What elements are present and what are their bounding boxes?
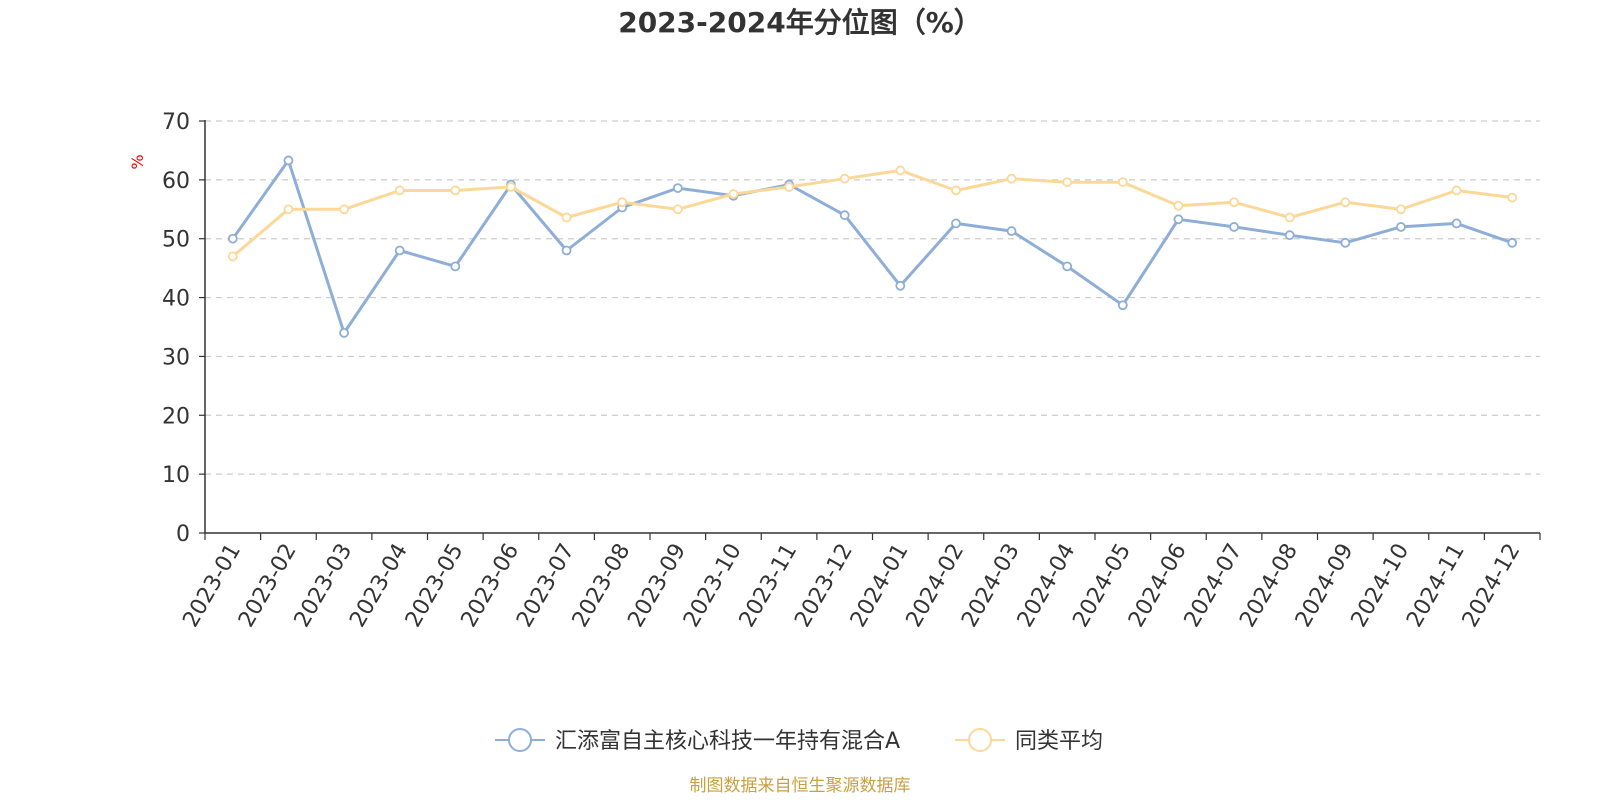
data-point[interactable] (339, 327, 349, 338)
data-point[interactable] (951, 185, 961, 196)
y-tick-label: 70 (162, 110, 190, 135)
y-tick-label: 0 (176, 522, 190, 547)
legend[interactable]: 汇添富自主核心科技一年持有混合A 同类平均 (495, 728, 1103, 754)
data-point[interactable] (1284, 212, 1295, 223)
data-point[interactable] (1284, 230, 1295, 241)
data-point[interactable] (339, 204, 349, 215)
y-tick-label: 30 (162, 345, 190, 370)
data-point[interactable] (728, 189, 739, 199)
y-tick-label: 40 (162, 287, 190, 312)
data-point[interactable] (450, 185, 461, 196)
data-point[interactable] (1396, 204, 1406, 215)
legend-marker (968, 728, 992, 752)
data-point[interactable] (784, 182, 794, 192)
data-point[interactable] (839, 210, 850, 221)
data-point[interactable] (1229, 197, 1239, 208)
data-point[interactable] (394, 245, 405, 256)
data-point[interactable] (1117, 300, 1128, 311)
data-point[interactable] (561, 245, 572, 256)
data-point[interactable] (1451, 218, 1462, 229)
data-point[interactable] (839, 173, 850, 184)
source-note: 制图数据来自恒生聚源数据库 (690, 776, 911, 796)
data-point[interactable] (1340, 197, 1351, 208)
y-tick-label: 20 (162, 404, 190, 429)
data-point[interactable] (1229, 222, 1239, 232)
data-point[interactable] (1006, 226, 1017, 236)
series-1 (227, 155, 1518, 338)
data-point[interactable] (617, 197, 628, 208)
data-point[interactable] (394, 185, 405, 196)
data-point[interactable] (227, 233, 238, 244)
legend-label: 同类平均 (1015, 729, 1103, 754)
data-point[interactable] (1062, 261, 1073, 272)
data-point[interactable] (1340, 237, 1351, 248)
data-point[interactable] (506, 182, 516, 192)
data-point[interactable] (1507, 237, 1518, 248)
legend-item-2[interactable]: 同类平均 (955, 728, 1103, 754)
y-tick-label: 10 (162, 463, 190, 488)
data-point[interactable] (895, 280, 906, 291)
y-tick-label: 50 (162, 228, 190, 253)
data-point[interactable] (1006, 173, 1017, 184)
series-line (231, 158, 1513, 335)
data-point[interactable] (1173, 214, 1184, 225)
data-point[interactable] (561, 212, 572, 223)
data-point[interactable] (1451, 185, 1462, 196)
x-tick-labels: 2023-012023-022023-032023-042023-052023-… (178, 540, 1525, 632)
axes (199, 120, 1541, 540)
data-point[interactable] (895, 165, 906, 176)
series-2 (227, 165, 1518, 262)
y-tick-labels: 0 10 20 30 40 50 60 70 (162, 110, 190, 547)
data-point[interactable] (283, 155, 294, 166)
series-lines (227, 155, 1518, 338)
legend-marker (508, 728, 532, 752)
data-point[interactable] (1396, 222, 1406, 232)
data-point[interactable] (1507, 192, 1518, 203)
data-point[interactable] (1062, 177, 1073, 188)
legend-label: 汇添富自主核心科技一年持有混合A (555, 729, 900, 754)
y-tick-label: 60 (162, 169, 190, 194)
data-point[interactable] (951, 218, 961, 229)
data-point[interactable] (283, 204, 294, 215)
y-axis-label: % (128, 154, 147, 169)
data-point[interactable] (672, 183, 683, 193)
legend-item-1[interactable]: 汇添富自主核心科技一年持有混合A (495, 728, 900, 754)
data-point[interactable] (672, 204, 683, 215)
data-point[interactable] (1173, 200, 1184, 211)
series-line (231, 168, 1513, 258)
data-point[interactable] (227, 251, 238, 262)
data-point[interactable] (1117, 177, 1128, 188)
data-point[interactable] (450, 261, 461, 272)
chart-title: 2023-2024年分位图（%） (618, 6, 982, 39)
